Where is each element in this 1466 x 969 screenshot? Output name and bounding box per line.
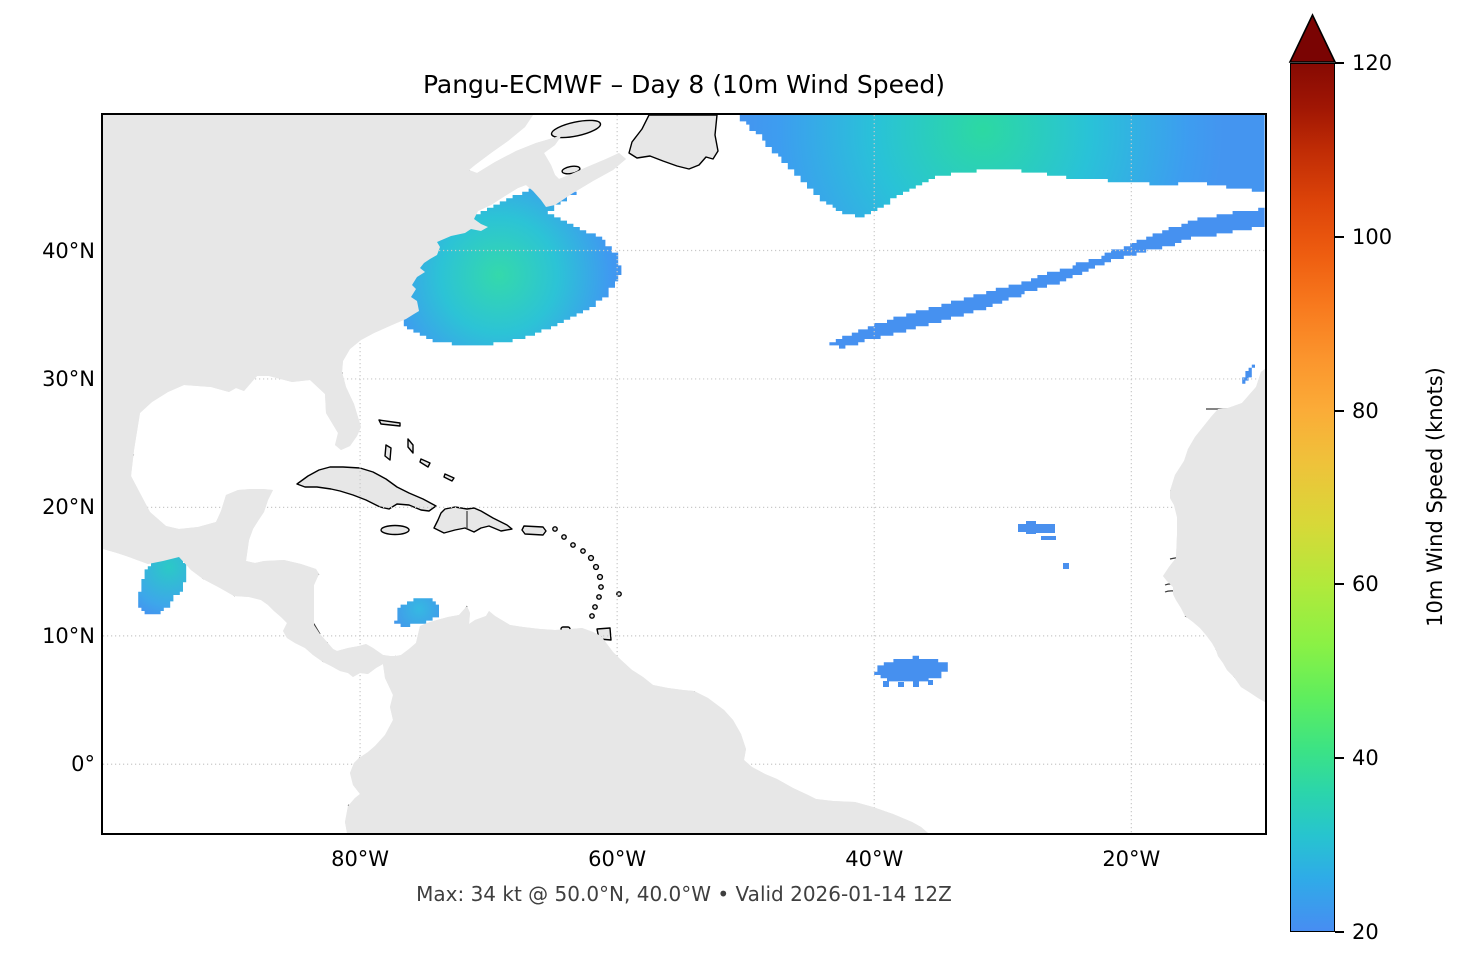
- wind-patch-trade-wind-patch-mid: [1036, 524, 1055, 533]
- wind-patch-trade-wind-patch-mid: [1063, 563, 1069, 569]
- colorbar-tick: [1335, 757, 1344, 760]
- wind-patch-trade-wind-patch-mid: [1026, 521, 1036, 534]
- hispaniola-island: [433, 506, 513, 534]
- prince-edward-island: [561, 165, 581, 175]
- y-tick-label: 10°N: [42, 623, 95, 648]
- wind-patch-colombia-coast: [394, 598, 439, 627]
- colorbar-tick: [1335, 62, 1344, 64]
- coastline-layer: [103, 115, 1265, 833]
- x-tick-label: 60°W: [588, 847, 647, 871]
- anticosti-island: [550, 119, 602, 139]
- wind-patch-trade-wind-patch-south: [913, 681, 919, 687]
- figure-title: Pangu-ECMWF – Day 8 (10m Wind Speed): [422, 70, 946, 99]
- wind-patch-trade-wind-patch-south: [928, 680, 933, 685]
- y-tick-label: 0°: [71, 752, 95, 777]
- wind-patch-morocco-coast: [1242, 364, 1255, 384]
- y-tick-label: 40°N: [42, 238, 95, 263]
- wind-patch-trade-wind-patch-south: [898, 682, 904, 687]
- colorbar: [1290, 63, 1335, 932]
- jamaica-island: [380, 524, 410, 536]
- wind-patch-trade-wind-patch-mid: [1018, 524, 1026, 532]
- y-tick-label: 30°N: [42, 366, 95, 391]
- colorbar-tick-label: 100: [1352, 224, 1393, 249]
- wind-patch-us-east-coast-offshore: [387, 182, 622, 346]
- colorbar-tick: [1335, 583, 1344, 586]
- x-tick-label: 80°W: [331, 847, 390, 871]
- colorbar-axis-label: 10m Wind Speed (knots): [1423, 367, 1447, 627]
- map-canvas: [103, 115, 1265, 833]
- colorbar-tick-label: 120: [1352, 51, 1393, 75]
- cuba-island: [296, 466, 437, 512]
- y-tick-label: 20°N: [42, 495, 95, 520]
- colorbar-tick-label: 20: [1352, 920, 1379, 944]
- newfoundland-island: [628, 115, 719, 170]
- colorbar-tick: [1335, 931, 1344, 933]
- wind-patch-central-atlantic-band: [829, 207, 1265, 349]
- wind-patch-trade-wind-patch-south: [874, 655, 948, 682]
- wind-patch-north-atlantic-storm: [733, 115, 1265, 218]
- x-tick-label: 40°W: [845, 847, 904, 871]
- colorbar-tick: [1335, 409, 1344, 412]
- map-plot: [101, 113, 1267, 835]
- wind-patch-trade-wind-patch-south: [883, 681, 889, 687]
- bahamas-islands: [378, 419, 455, 482]
- wind-patch-trade-wind-patch-mid: [1041, 536, 1056, 540]
- lesser-antilles-islands: [552, 526, 622, 619]
- colorbar-tick-label: 60: [1352, 572, 1379, 597]
- colorbar-tick-label: 80: [1352, 398, 1379, 423]
- x-tick-label: 20°W: [1102, 847, 1161, 871]
- puerto-rico-island: [521, 525, 547, 536]
- colorbar-tick: [1335, 235, 1344, 238]
- colorbar-extend-arrow: [1288, 13, 1337, 63]
- figure-caption: Max: 34 kt @ 50.0°N, 40.0°W • Valid 2026…: [416, 882, 952, 906]
- wind-speed-shading: [138, 115, 1265, 687]
- wind-patch-tehuantepec-gap-wind: [138, 550, 187, 615]
- colorbar-tick-label: 40: [1352, 746, 1379, 771]
